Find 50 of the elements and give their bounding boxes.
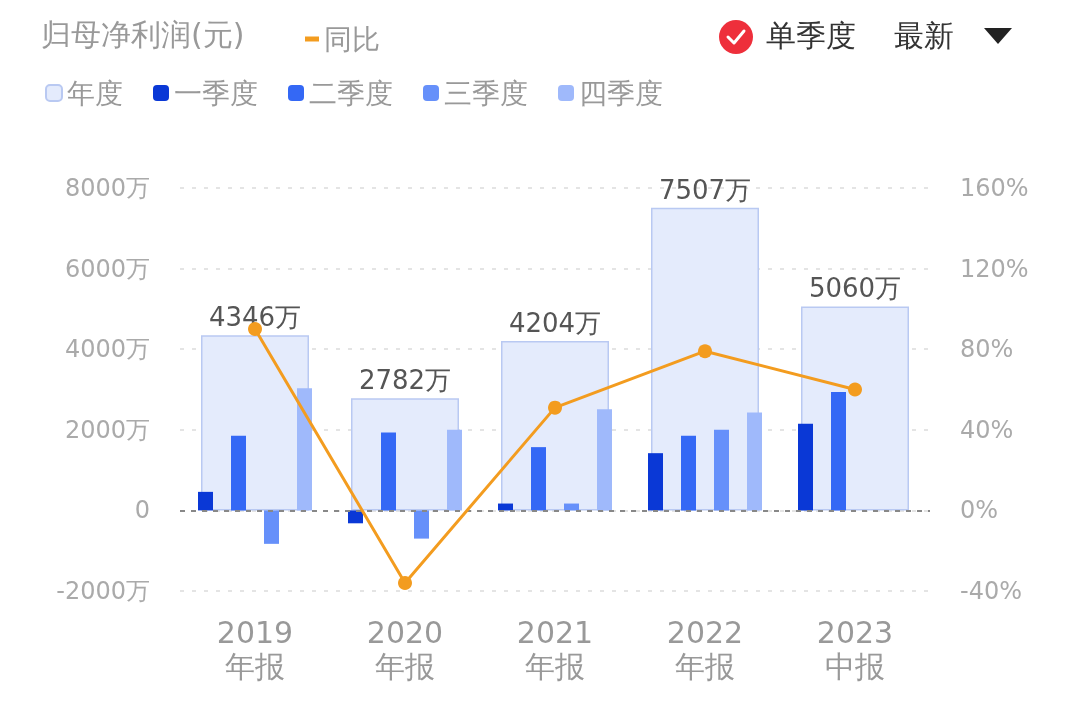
- y2-tick-label: 40%: [960, 415, 1014, 444]
- y2-tick-label: 0%: [960, 496, 999, 525]
- y2-tick-label: 80%: [960, 335, 1014, 364]
- data-label: 4204万: [508, 307, 602, 338]
- bar: [747, 412, 762, 511]
- y2-tick-label: -40%: [960, 577, 1023, 605]
- bar: [831, 391, 846, 511]
- legend-label: 四季度: [579, 76, 663, 110]
- chart-title: 归母净利润(元): [41, 16, 245, 52]
- x-tick-label: 2023 中报: [816, 614, 894, 684]
- x-tick-label: 2022 年报: [666, 614, 744, 684]
- bar: [798, 423, 813, 511]
- point: [698, 344, 712, 359]
- bar: [381, 432, 396, 511]
- y-tick-label: 8000万: [64, 174, 150, 202]
- data-label: 4346万: [208, 302, 302, 333]
- legend-label: 年度: [67, 76, 123, 110]
- bar: [714, 429, 729, 511]
- x-tick-label: 2019 年报: [216, 614, 294, 684]
- point: [548, 400, 562, 415]
- text: 单季度: [766, 17, 856, 55]
- point: [848, 382, 862, 397]
- y-tick-label: -2000万: [56, 577, 150, 605]
- y2-tick-label: 160%: [960, 174, 1029, 202]
- data-label: 5060万: [808, 273, 902, 304]
- point: [398, 575, 412, 590]
- x-tick-label: 2020 年报: [366, 614, 444, 684]
- y-tick-label: 0: [134, 496, 150, 525]
- data-label: 2782万: [358, 365, 452, 396]
- legend-label: 同比: [324, 22, 380, 56]
- bar: [681, 435, 696, 511]
- bar: [414, 510, 429, 539]
- y-tick-label: 6000万: [64, 254, 150, 283]
- data-label: 7507万: [658, 174, 752, 205]
- y-tick-label: 4000万: [64, 335, 150, 364]
- text: 最新: [894, 17, 954, 55]
- bar: [198, 491, 213, 511]
- x-tick-label: 2021 年报: [516, 614, 594, 684]
- bar: [264, 510, 279, 544]
- legend-label: 一季度: [174, 76, 258, 110]
- bar: [597, 409, 612, 511]
- y-tick-label: 2000万: [64, 415, 150, 444]
- bar: [648, 453, 663, 511]
- bar: [447, 429, 462, 511]
- y2-tick-label: 120%: [960, 254, 1029, 283]
- bar: [297, 388, 312, 511]
- legend-label: 二季度: [309, 76, 393, 110]
- legend-label: 三季度: [444, 76, 528, 110]
- bar: [531, 447, 546, 511]
- bar: [231, 435, 246, 511]
